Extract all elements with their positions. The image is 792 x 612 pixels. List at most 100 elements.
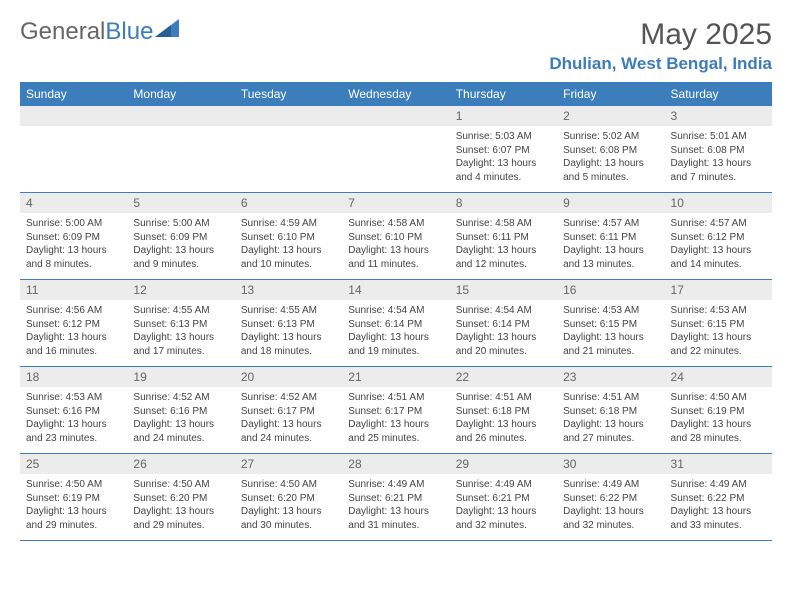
day-number: 27 [235, 454, 342, 474]
daylight-line: Daylight: 13 hours and 20 minutes. [456, 331, 551, 358]
day-number: 9 [557, 193, 664, 213]
calendar-cell: 24Sunrise: 4:50 AMSunset: 6:19 PMDayligh… [665, 367, 772, 454]
day-body: Sunrise: 4:59 AMSunset: 6:10 PMDaylight:… [235, 213, 342, 279]
day-number: 16 [557, 280, 664, 300]
sunrise-line: Sunrise: 4:53 AM [26, 391, 121, 405]
day-body: Sunrise: 4:58 AMSunset: 6:11 PMDaylight:… [450, 213, 557, 279]
calendar-cell: 1Sunrise: 5:03 AMSunset: 6:07 PMDaylight… [450, 106, 557, 193]
sunrise-line: Sunrise: 4:49 AM [456, 478, 551, 492]
day-number: 11 [20, 280, 127, 300]
calendar-table: SundayMondayTuesdayWednesdayThursdayFrid… [20, 82, 772, 541]
calendar-cell [235, 106, 342, 193]
sunrise-line: Sunrise: 4:58 AM [348, 217, 443, 231]
calendar-row: 18Sunrise: 4:53 AMSunset: 6:16 PMDayligh… [20, 367, 772, 454]
daylight-line: Daylight: 13 hours and 16 minutes. [26, 331, 121, 358]
weekday-header: Wednesday [342, 82, 449, 106]
daylight-line: Daylight: 13 hours and 31 minutes. [348, 505, 443, 532]
sunset-line: Sunset: 6:21 PM [456, 492, 551, 506]
day-number: 13 [235, 280, 342, 300]
sunset-line: Sunset: 6:13 PM [241, 318, 336, 332]
sunrise-line: Sunrise: 4:54 AM [348, 304, 443, 318]
sunset-line: Sunset: 6:21 PM [348, 492, 443, 506]
sunrise-line: Sunrise: 4:58 AM [456, 217, 551, 231]
day-number: 30 [557, 454, 664, 474]
calendar-cell: 30Sunrise: 4:49 AMSunset: 6:22 PMDayligh… [557, 454, 664, 541]
day-body: Sunrise: 4:51 AMSunset: 6:17 PMDaylight:… [342, 387, 449, 453]
sunset-line: Sunset: 6:13 PM [133, 318, 228, 332]
sunrise-line: Sunrise: 4:59 AM [241, 217, 336, 231]
daylight-line: Daylight: 13 hours and 24 minutes. [133, 418, 228, 445]
daylight-line: Daylight: 13 hours and 32 minutes. [563, 505, 658, 532]
weekday-header: Thursday [450, 82, 557, 106]
day-body: Sunrise: 4:53 AMSunset: 6:16 PMDaylight:… [20, 387, 127, 453]
day-number-empty [342, 106, 449, 126]
sunrise-line: Sunrise: 4:49 AM [671, 478, 766, 492]
day-body: Sunrise: 5:02 AMSunset: 6:08 PMDaylight:… [557, 126, 664, 192]
sunrise-line: Sunrise: 4:55 AM [241, 304, 336, 318]
day-body-empty [127, 126, 234, 184]
daylight-line: Daylight: 13 hours and 23 minutes. [26, 418, 121, 445]
calendar-cell: 13 Sunrise: 4:55 AMSunset: 6:13 PMDayligh… [235, 280, 342, 367]
daylight-line: Daylight: 13 hours and 29 minutes. [133, 505, 228, 532]
daylight-line: Daylight: 13 hours and 22 minutes. [671, 331, 766, 358]
day-body: Sunrise: 4:54 AMSunset: 6:14 PMDaylight:… [342, 300, 449, 366]
daylight-line: Daylight: 13 hours and 13 minutes. [563, 244, 658, 271]
calendar-row: 25Sunrise: 4:50 AMSunset: 6:19 PMDayligh… [20, 454, 772, 541]
sunset-line: Sunset: 6:09 PM [26, 231, 121, 245]
calendar-cell: 23Sunrise: 4:51 AMSunset: 6:18 PMDayligh… [557, 367, 664, 454]
sunrise-line: Sunrise: 4:50 AM [671, 391, 766, 405]
month-title: May 2025 [549, 18, 772, 52]
sunset-line: Sunset: 6:15 PM [563, 318, 658, 332]
sunrise-line: Sunrise: 4:54 AM [456, 304, 551, 318]
day-number: 21 [342, 367, 449, 387]
calendar-cell: 2Sunrise: 5:02 AMSunset: 6:08 PMDaylight… [557, 106, 664, 193]
day-number: 5 [127, 193, 234, 213]
calendar-cell: 15Sunrise: 4:54 AMSunset: 6:14 PMDayligh… [450, 280, 557, 367]
day-number: 24 [665, 367, 772, 387]
sunset-line: Sunset: 6:18 PM [563, 405, 658, 419]
sunrise-line: Sunrise: 4:56 AM [26, 304, 121, 318]
day-number: 2 [557, 106, 664, 126]
weekday-header: Monday [127, 82, 234, 106]
calendar-row: 11Sunrise: 4:56 AMSunset: 6:12 PMDayligh… [20, 280, 772, 367]
daylight-line: Daylight: 13 hours and 14 minutes. [671, 244, 766, 271]
daylight-line: Daylight: 13 hours and 9 minutes. [133, 244, 228, 271]
day-body-empty [235, 126, 342, 184]
day-number: 17 [665, 280, 772, 300]
calendar-body: 1Sunrise: 5:03 AMSunset: 6:07 PMDaylight… [20, 106, 772, 541]
calendar-cell: 17Sunrise: 4:53 AMSunset: 6:15 PMDayligh… [665, 280, 772, 367]
calendar-cell: 4Sunrise: 5:00 AMSunset: 6:09 PMDaylight… [20, 193, 127, 280]
sunset-line: Sunset: 6:14 PM [348, 318, 443, 332]
sunrise-line: Sunrise: 5:03 AM [456, 130, 551, 144]
sunset-line: Sunset: 6:22 PM [563, 492, 658, 506]
day-body: Sunrise: 4:50 AMSunset: 6:19 PMDaylight:… [665, 387, 772, 453]
day-body: Sunrise: 4:56 AMSunset: 6:12 PMDaylight:… [20, 300, 127, 366]
day-body: Sunrise: 4:49 AMSunset: 6:22 PMDaylight:… [557, 474, 664, 540]
daylight-line: Daylight: 13 hours and 33 minutes. [671, 505, 766, 532]
day-number-empty [235, 106, 342, 126]
weekday-header: Tuesday [235, 82, 342, 106]
sunset-line: Sunset: 6:10 PM [241, 231, 336, 245]
sunset-line: Sunset: 6:10 PM [348, 231, 443, 245]
day-body: Sunrise: 5:00 AMSunset: 6:09 PMDaylight:… [127, 213, 234, 279]
sunset-line: Sunset: 6:17 PM [348, 405, 443, 419]
daylight-line: Daylight: 13 hours and 7 minutes. [671, 157, 766, 184]
calendar-cell [342, 106, 449, 193]
daylight-line: Daylight: 13 hours and 28 minutes. [671, 418, 766, 445]
daylight-line: Daylight: 13 hours and 21 minutes. [563, 331, 658, 358]
day-number: 1 [450, 106, 557, 126]
day-body-empty [342, 126, 449, 184]
daylight-line: Daylight: 13 hours and 18 minutes. [241, 331, 336, 358]
calendar-cell: 28Sunrise: 4:49 AMSunset: 6:21 PMDayligh… [342, 454, 449, 541]
day-body: Sunrise: 4:50 AMSunset: 6:20 PMDaylight:… [235, 474, 342, 540]
sunrise-line: Sunrise: 4:51 AM [456, 391, 551, 405]
daylight-line: Daylight: 13 hours and 11 minutes. [348, 244, 443, 271]
sunset-line: Sunset: 6:20 PM [133, 492, 228, 506]
calendar-cell: 21Sunrise: 4:51 AMSunset: 6:17 PMDayligh… [342, 367, 449, 454]
sail-icon [155, 18, 181, 46]
sunrise-line: Sunrise: 4:55 AM [133, 304, 228, 318]
brand-logo: GeneralBlue [20, 18, 181, 46]
calendar-cell: 19Sunrise: 4:52 AMSunset: 6:16 PMDayligh… [127, 367, 234, 454]
day-body: Sunrise: 4:58 AMSunset: 6:10 PMDaylight:… [342, 213, 449, 279]
day-number: 10 [665, 193, 772, 213]
